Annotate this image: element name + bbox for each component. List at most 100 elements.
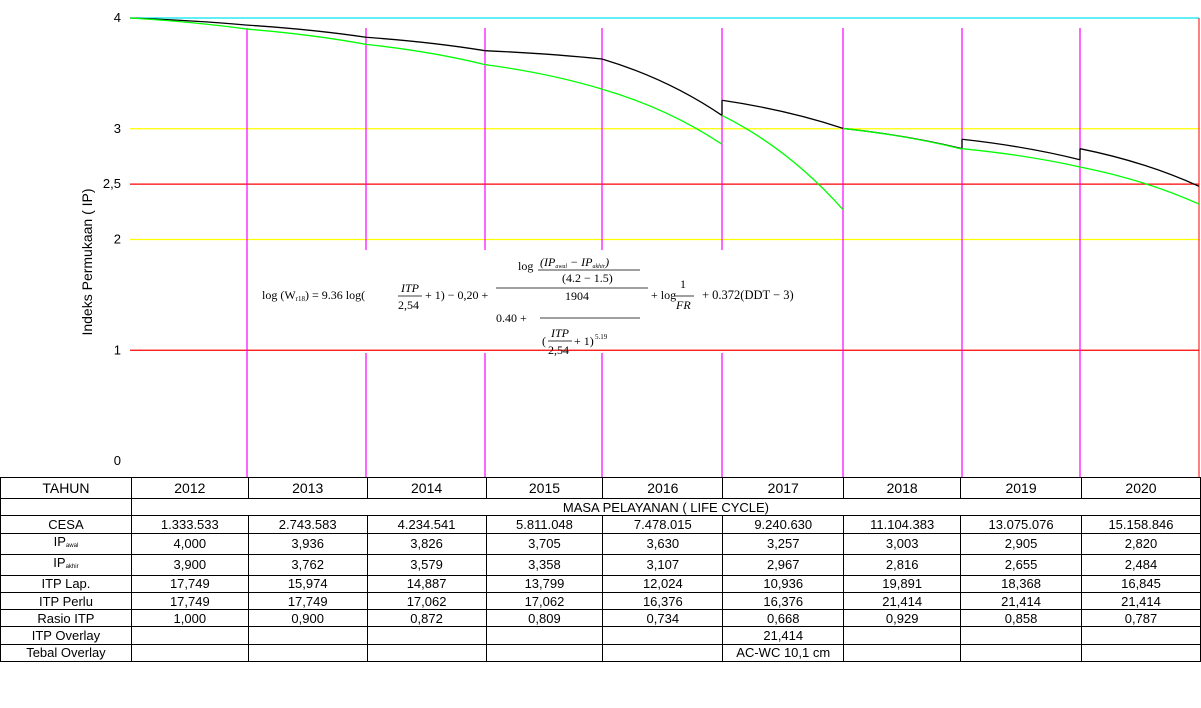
- table-header-year: 2016: [602, 477, 724, 499]
- table-cell: [485, 643, 604, 663]
- table-cell: 4.234.541: [366, 515, 487, 534]
- row-label: IPawal: [0, 532, 132, 555]
- table-header-year: 2014: [366, 477, 487, 499]
- year-dividers: [246, 28, 1081, 478]
- table-cell: 3,936: [247, 532, 368, 555]
- series-1-segment-7: [961, 148, 1081, 168]
- table-header-year: 2015: [485, 477, 604, 499]
- series-0-segment-1: [246, 24, 367, 38]
- formula-itp1: ITP: [400, 281, 420, 295]
- table-cell: 0,787: [1081, 609, 1201, 628]
- reference-lines: [130, 17, 1200, 478]
- table-cell: 14,887: [366, 574, 487, 593]
- table-header-year: 2017: [722, 477, 845, 499]
- formula-part2: + 1) − 0,20 +: [425, 288, 489, 302]
- table-cell: [366, 626, 487, 645]
- formula-logw: log (Wr18) = 9.36 log(: [262, 288, 365, 303]
- table-cell: 7.478.015: [602, 515, 724, 534]
- formula-one: 1: [680, 277, 686, 291]
- table-cell: 17,749: [130, 574, 249, 593]
- table-cell: 3,579: [366, 553, 487, 576]
- table-cell: 1,000: [130, 609, 249, 628]
- table-cell: 19,891: [843, 574, 962, 593]
- series-1-segment-5: [721, 114, 844, 211]
- table-cell: 2.743.583: [247, 515, 368, 534]
- table-cell: [247, 626, 368, 645]
- table-cell: 3,358: [485, 553, 604, 576]
- table-cell: 2,816: [843, 553, 962, 576]
- table-cell: [130, 643, 249, 663]
- series-1-segment-8: [1079, 166, 1200, 205]
- table-cell: 3,762: [247, 553, 368, 576]
- table-row: CESA 1.333.533 2.743.583 4.234.541 5.811.048…: [0, 515, 1201, 534]
- y-tick-5: 4: [114, 10, 121, 25]
- formula-num-log: log: [518, 259, 533, 273]
- table-header-row: TAHUN 2012 2013 2014 2015 2016 2017 2018 2019 202…: [0, 477, 1201, 499]
- table-row: ITP Overlay 21,414: [0, 626, 1201, 645]
- table-cell: [843, 643, 962, 663]
- table-row: IPakhir 3,900 3,762 3,579 3,358 3,107 2,967 2,8…: [0, 553, 1201, 576]
- table-cell: 13.075.076: [960, 515, 1082, 534]
- table-cell: 10,936: [722, 574, 845, 593]
- table-cell: 3,826: [366, 532, 487, 555]
- table-header-year: 2018: [843, 477, 962, 499]
- table-cell: [960, 643, 1082, 663]
- table-cell: 9.240.630: [722, 515, 845, 534]
- table-cell: 0,858: [960, 609, 1082, 628]
- y-tick-labels: 0 1 2 2,5 3 4: [103, 10, 121, 468]
- series-0-segment-8: [1079, 148, 1200, 187]
- series-1-segment-6: [842, 127, 963, 150]
- design-formula: log (Wr18) = 9.36 log( ITP 2,54 + 1) − 0…: [262, 255, 694, 357]
- table-cell: 21,414: [722, 626, 845, 645]
- table-cell: [602, 626, 724, 645]
- series-1-segment-0: [129, 17, 248, 30]
- formula-den-num: (4.2 − 1.5): [562, 271, 613, 285]
- formula-den-div: 2,54: [548, 343, 569, 357]
- table-cell: 11.104.383: [843, 515, 962, 534]
- table-cell: 0,668: [722, 609, 845, 628]
- row-label-subscript: akhir: [65, 563, 79, 570]
- table-header-year: 2013: [247, 477, 368, 499]
- table-header-label: TAHUN: [0, 477, 132, 499]
- series-lines: [129, 17, 1200, 211]
- series-1-segment-3: [484, 63, 603, 90]
- table-cell: [1081, 643, 1201, 663]
- table-cell: 2,905: [960, 532, 1082, 555]
- row-label: Tebal Overlay: [0, 643, 132, 663]
- table-cell: 5.811.048: [485, 515, 604, 534]
- table-cell: AC-WC 10,1 cm: [722, 643, 845, 663]
- table-cell: 2,484: [1081, 553, 1201, 576]
- series-0-segment-4: [601, 58, 723, 116]
- table-cell: 17,062: [366, 591, 487, 611]
- table-cell: 17,749: [130, 591, 249, 611]
- row-label: Rasio ITP: [0, 609, 132, 628]
- y-tick-0: 0: [114, 453, 121, 468]
- ip-chart: 0 1 2 2,5 3 4 Indeks Permukaan ( IP): [79, 10, 1200, 478]
- table-row: IPawal 4,000 3,936 3,826 3,705 3,630 3,257 3,00…: [0, 532, 1201, 555]
- table-cell: [366, 643, 487, 663]
- table-cell: 21,414: [1081, 591, 1201, 611]
- y-axis-label: Indeks Permukaan ( IP): [79, 188, 95, 335]
- table-cell: 3,107: [602, 553, 724, 576]
- life-cycle-label: MASA PELAYANAN ( LIFE CYCLE): [130, 497, 1201, 517]
- table-cell: 2,820: [1081, 532, 1201, 555]
- table-cell: 15,974: [247, 574, 368, 593]
- table-cell: 21,414: [843, 591, 962, 611]
- table-cell: [1081, 626, 1201, 645]
- series-0-segment-6: [842, 127, 963, 150]
- table-cell: 0,929: [843, 609, 962, 628]
- table-cell: [485, 626, 604, 645]
- table-cell: 0,809: [485, 609, 604, 628]
- y-tick-2: 2: [114, 232, 121, 247]
- formula-den-itp: ITP: [550, 326, 570, 340]
- table-cell: 0,734: [602, 609, 724, 628]
- series-1-segment-2: [365, 43, 486, 66]
- table-cell: 17,062: [485, 591, 604, 611]
- table-cell: [602, 643, 724, 663]
- formula-den-plus: + 1): [574, 334, 594, 348]
- row-label: IPakhir: [0, 553, 132, 576]
- table-cell: 16,845: [1081, 574, 1201, 593]
- table-cell: [130, 626, 249, 645]
- series-1-segment-4: [601, 88, 723, 145]
- y-tick-4: 3: [114, 121, 121, 136]
